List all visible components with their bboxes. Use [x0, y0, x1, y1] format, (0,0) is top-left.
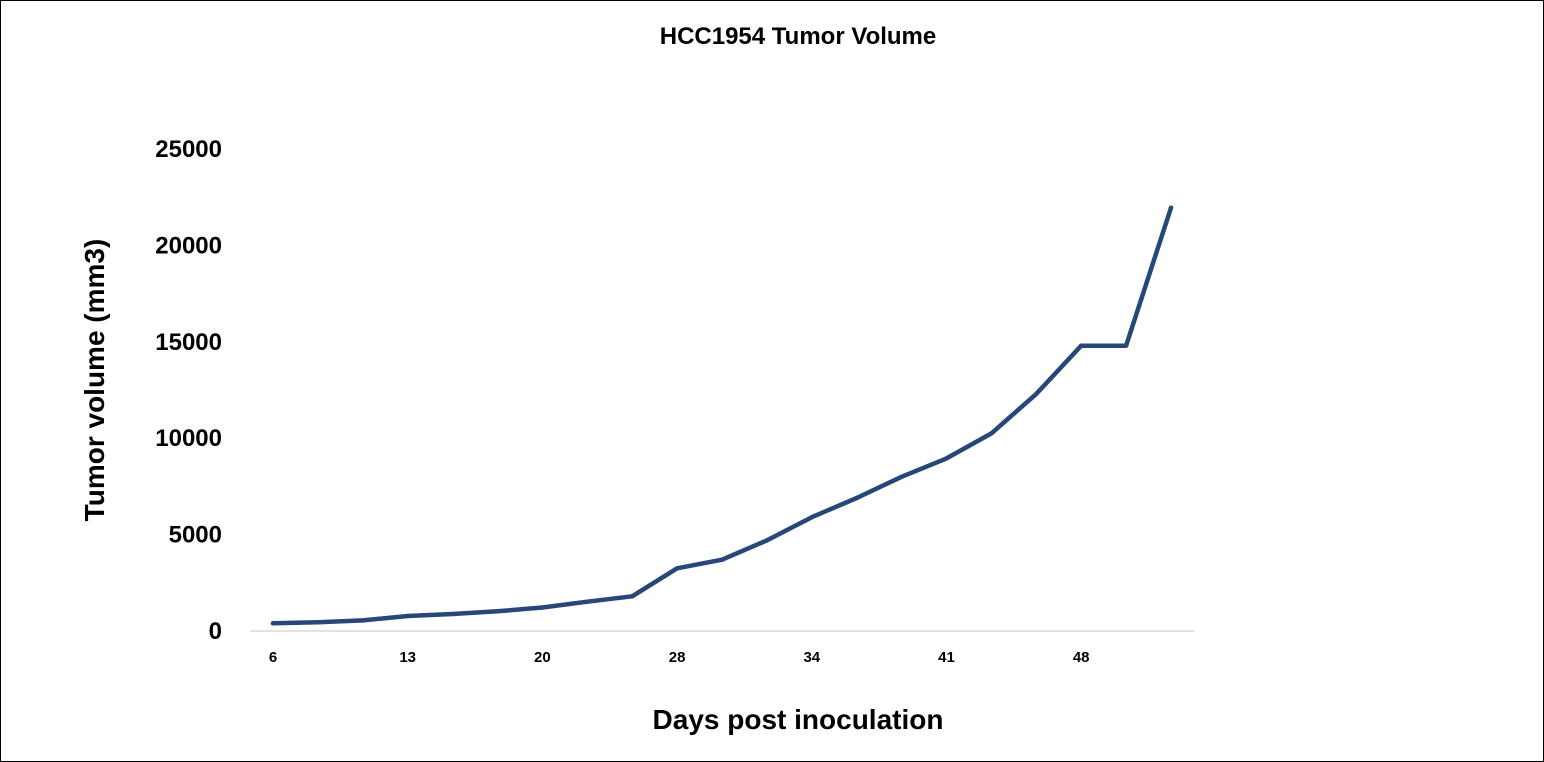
- x-axis-label: Days post inoculation: [653, 704, 944, 735]
- data-point: [540, 605, 545, 610]
- data-point: [944, 456, 949, 461]
- data-point: [1168, 205, 1174, 211]
- data-point: [809, 515, 814, 520]
- y-tick-label: 5000: [169, 522, 222, 549]
- data-point: [764, 538, 770, 543]
- data-point: [630, 594, 635, 599]
- data-point: [1034, 391, 1039, 397]
- x-axis-ticks: 6 13 20 28 34 41 48: [269, 649, 1090, 666]
- data-point: [1123, 343, 1129, 348]
- y-tick-label: 0: [209, 618, 222, 645]
- y-tick-label: 25000: [155, 136, 222, 163]
- x-tick-label: 13: [399, 649, 416, 666]
- y-axis-ticks: 0 5000 10000 15000 20000 25000: [155, 136, 222, 645]
- x-tick-label: 48: [1073, 649, 1090, 666]
- data-point: [270, 621, 276, 626]
- y-tick-label: 10000: [155, 425, 222, 452]
- x-tick-label: 6: [269, 649, 277, 666]
- data-point: [360, 618, 365, 623]
- chart-title: HCC1954 Tumor Volume: [660, 23, 937, 50]
- y-axis-label: Tumor volume (mm3): [79, 239, 110, 522]
- data-point: [899, 474, 904, 479]
- data-point: [315, 620, 321, 625]
- data-point: [854, 495, 859, 501]
- x-tick-label: 41: [938, 649, 955, 666]
- data-point: [989, 431, 994, 436]
- data-point: [585, 599, 590, 604]
- data-point: [495, 609, 500, 614]
- data-point: [1079, 343, 1084, 348]
- x-tick-label: 34: [803, 649, 820, 666]
- data-point: [719, 557, 725, 562]
- data-point: [450, 611, 455, 617]
- series-layer: [270, 205, 1174, 626]
- data-point: [674, 566, 680, 571]
- x-tick-label: 20: [534, 649, 551, 666]
- x-tick-label: 28: [669, 649, 686, 666]
- data-point: [405, 613, 410, 619]
- y-tick-label: 20000: [155, 232, 222, 259]
- y-tick-label: 15000: [155, 329, 222, 356]
